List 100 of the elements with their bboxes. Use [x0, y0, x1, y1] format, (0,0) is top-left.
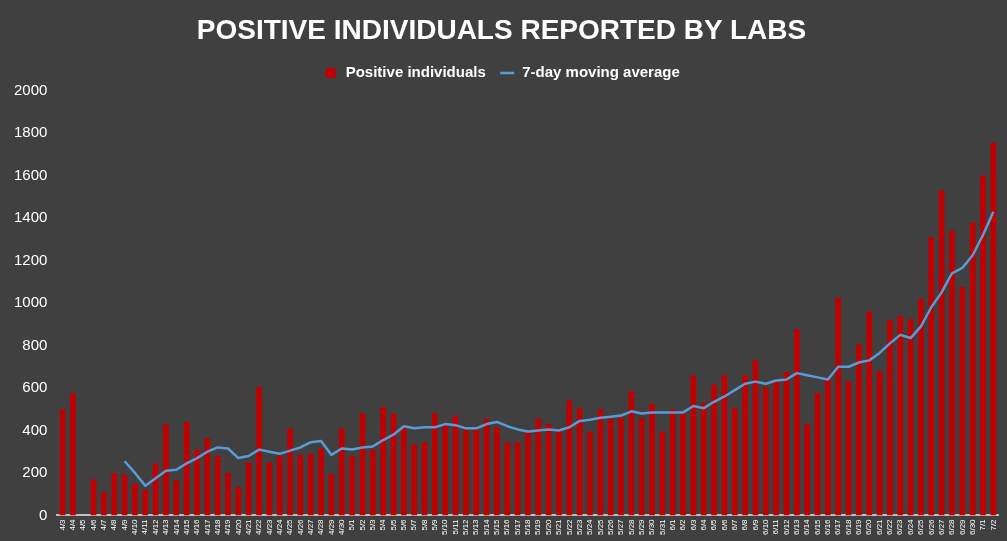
x-tick-label: 5/29	[636, 518, 646, 536]
x-tick-label: 6/3	[688, 518, 698, 531]
legend-label: 7-day moving average	[522, 63, 680, 81]
bar	[276, 455, 283, 516]
x-tick-label: 5/9	[430, 518, 440, 531]
y-tick-label: 1000	[13, 293, 48, 311]
bar	[163, 424, 169, 516]
y-tick-label: 1200	[13, 250, 48, 268]
bar	[70, 393, 76, 516]
bar	[711, 384, 717, 516]
bar	[204, 437, 211, 516]
y-tick-label: 400	[22, 420, 48, 438]
x-tick-label: 6/24	[905, 518, 915, 536]
bar	[959, 287, 966, 516]
x-tick-label: 4/19	[223, 518, 233, 536]
x-tick-label: 4/16	[192, 518, 202, 536]
x-tick-label: 6/2	[678, 518, 688, 531]
bar	[825, 377, 831, 516]
bar	[194, 449, 200, 516]
x-tick-label: 4/21	[243, 518, 253, 536]
x-tick-label: 5/22	[564, 518, 574, 536]
x-tick-label: 6/23	[895, 518, 905, 536]
x-tick-label: 5/15	[492, 518, 502, 536]
x-tick-label: 6/16	[823, 518, 833, 536]
x-tick-label: 4/22	[254, 518, 264, 536]
bar	[225, 472, 231, 516]
x-tick-label: 6/10	[761, 518, 771, 536]
x-tick-label: 4/4	[68, 518, 78, 531]
x-tick-label: 5/5	[388, 518, 398, 531]
bar	[969, 222, 976, 516]
x-tick-label: 4/29	[326, 518, 336, 536]
bar	[576, 408, 583, 516]
x-tick-label: 6/4	[698, 518, 708, 531]
x-tick-label: 4/8	[109, 518, 119, 531]
bar	[525, 432, 531, 516]
x-tick-label: 5/11	[450, 518, 460, 535]
x-tick-label: 4/12	[150, 518, 160, 536]
bar	[142, 489, 149, 516]
x-tick-label: 4/20	[233, 518, 243, 536]
x-tick-label: 5/18	[523, 518, 533, 536]
bar	[535, 418, 542, 516]
bar	[856, 344, 862, 516]
x-tick-label: 5/25	[595, 518, 605, 536]
bar	[762, 386, 769, 516]
bar	[401, 427, 407, 516]
x-tick-label: 5/16	[502, 518, 512, 536]
x-tick-label: 6/18	[843, 518, 853, 536]
bar	[442, 424, 449, 516]
bar	[649, 403, 655, 516]
bar	[804, 424, 811, 516]
bar	[132, 483, 138, 516]
x-tick-label: 6/19	[854, 518, 864, 536]
x-tick-label: 4/28	[316, 518, 326, 536]
bar	[307, 453, 314, 516]
x-tick-label: 6/6	[719, 518, 729, 531]
bar	[504, 442, 511, 516]
x-tick-label: 4/23	[264, 518, 274, 536]
bar	[473, 429, 480, 516]
x-tick-label: 4/24	[274, 518, 284, 536]
x-tick-label: 5/12	[461, 518, 471, 536]
x-tick-label: 6/20	[864, 518, 874, 536]
x-tick-label: 5/7	[409, 518, 419, 531]
y-tick-label: 200	[22, 463, 48, 481]
bar	[494, 427, 500, 516]
x-tick-label: 6/29	[957, 518, 967, 536]
bar	[556, 430, 562, 516]
x-tick-label: 5/3	[368, 518, 378, 531]
y-tick-label: 1400	[13, 208, 48, 226]
x-tick-label: 4/11	[140, 518, 150, 535]
x-tick-label: 6/27	[936, 518, 946, 536]
x-tick-label: 4/17	[202, 518, 212, 536]
bar	[638, 417, 645, 516]
x-tick-label: 4/25	[285, 518, 295, 536]
bar	[731, 408, 738, 516]
bar	[773, 380, 780, 516]
x-tick-label: 5/1	[347, 518, 357, 531]
x-tick-label: 4/7	[99, 518, 109, 531]
bar	[794, 329, 800, 516]
bar	[618, 417, 624, 516]
bar	[607, 418, 614, 516]
y-tick-label: 2000	[13, 80, 48, 98]
bar	[949, 230, 955, 516]
x-tick-label: 5/2	[357, 518, 367, 531]
bar	[101, 492, 107, 516]
bar	[587, 431, 593, 516]
x-tick-label: 5/14	[481, 518, 491, 536]
y-tick-label: 800	[22, 335, 48, 353]
bar	[380, 407, 386, 516]
bar	[338, 428, 345, 516]
bar	[866, 311, 873, 516]
x-tick-label: 6/30	[967, 518, 977, 536]
bar	[432, 413, 438, 516]
x-tick-label: 6/17	[833, 518, 843, 536]
x-tick-label: 4/18	[212, 518, 222, 536]
x-tick-label: 5/6	[399, 518, 409, 531]
x-tick-label: 4/5	[78, 518, 88, 531]
x-tick-label: 6/5	[709, 518, 719, 531]
x-tick-label: 5/26	[605, 518, 615, 536]
bar	[463, 429, 469, 516]
x-tick-label: 4/6	[88, 518, 98, 531]
